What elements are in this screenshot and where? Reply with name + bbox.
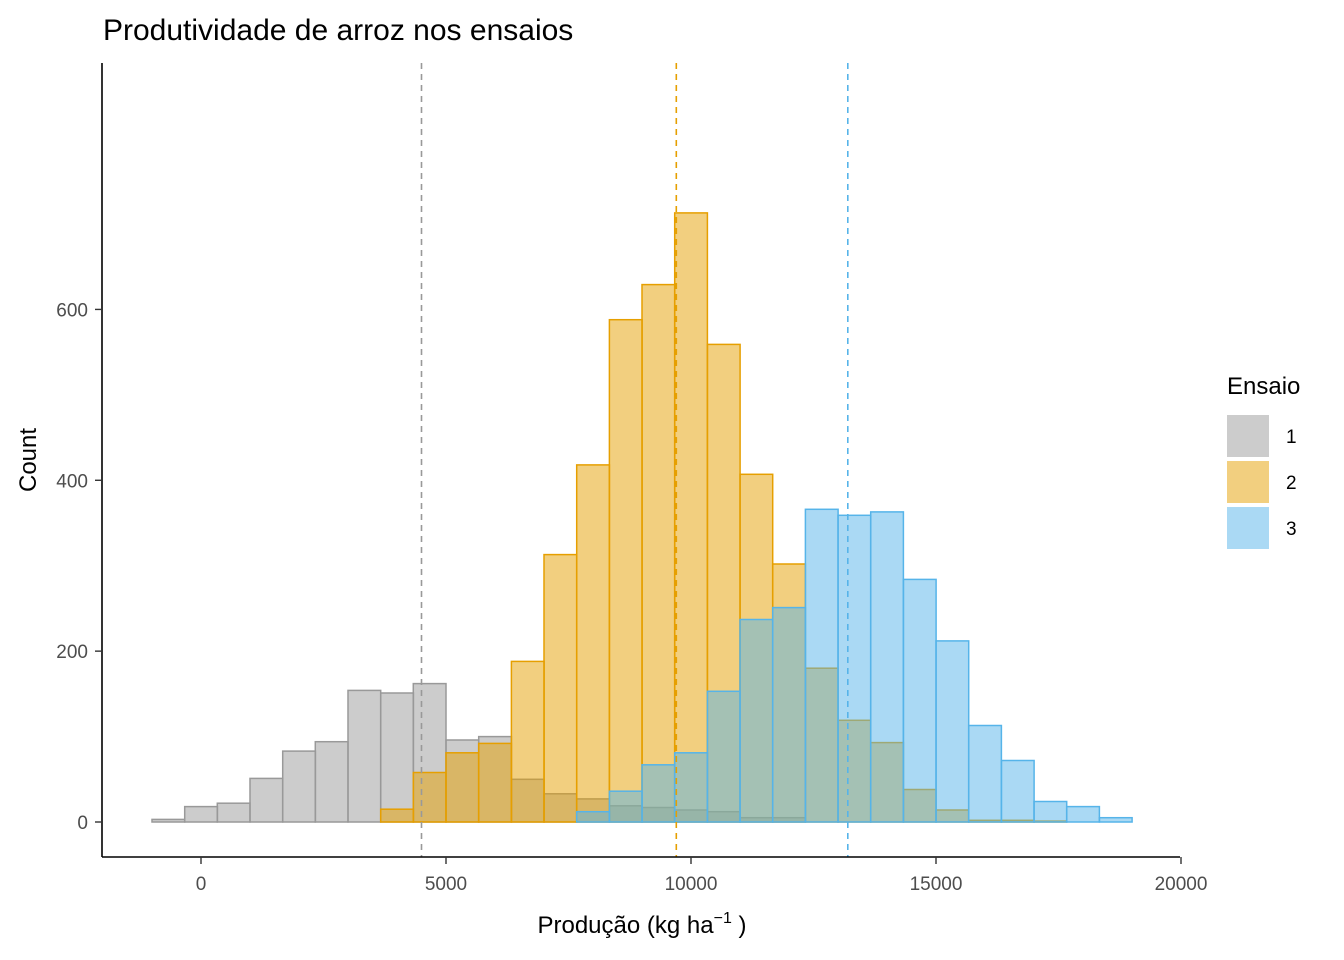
bar-series-3-bin-17 [706, 690, 741, 823]
x-axis-title-tail: ) [732, 912, 747, 939]
legend-swatch-2 [1227, 461, 1269, 503]
legend-swatch-1 [1227, 415, 1269, 457]
bar-series-3-bin-18 [739, 618, 774, 823]
y-tick-label: 400 [56, 471, 88, 492]
x-tick-label: 15000 [910, 874, 963, 895]
bar-series-3-bin-21 [837, 514, 872, 823]
y-axis-title: Count [15, 428, 42, 492]
bar-series-2-bin-16 [673, 212, 709, 823]
bar-series-3-bin-26 [1000, 759, 1035, 823]
x-axis-title: Produção (kg ha−1 ) [537, 910, 746, 939]
bar-series-3-bin-29 [1098, 816, 1133, 823]
y-tick-label: 600 [56, 300, 88, 321]
bar-series-3-bin-28 [1065, 805, 1101, 823]
y-ticks: 0 200 400 600 [56, 300, 102, 834]
series-3-bars [575, 508, 1133, 823]
bar-series-2-bin-12 [543, 553, 578, 823]
bar-series-2-bin-7 [379, 808, 415, 823]
bar-series-2-bin-15 [641, 283, 676, 823]
legend-title: Ensaio [1227, 373, 1300, 400]
bar-series-2-bin-9 [445, 752, 480, 823]
legend: Ensaio 1 2 3 [1227, 373, 1300, 549]
x-tick-label: 5000 [425, 874, 467, 895]
legend-label-1: 1 [1286, 427, 1297, 448]
bar-series-1-bin-6 [347, 689, 382, 823]
mean-lines-layer [420, 63, 849, 857]
bar-series-3-bin-14 [608, 790, 643, 823]
bar-series-3-bin-13 [575, 810, 611, 823]
y-tick-label: 200 [56, 642, 88, 663]
bar-series-1-bin-5 [314, 740, 349, 823]
bar-series-1-bin-1 [183, 805, 219, 823]
legend-label-3: 3 [1286, 519, 1297, 540]
x-ticks: 0 5000 10000 15000 20000 [196, 857, 1208, 895]
x-tick-label: 0 [196, 874, 207, 895]
x-tick-label: 20000 [1155, 874, 1208, 895]
bar-series-2-bin-14 [608, 318, 643, 823]
bar-series-3-bin-22 [869, 511, 905, 823]
bar-series-3-bin-27 [1033, 800, 1068, 823]
legend-swatch-3 [1227, 507, 1269, 549]
bar-series-1-bin-0 [151, 818, 186, 823]
chart-title: Produtividade de arroz nos ensaios [103, 14, 573, 47]
bar-series-1-bin-7 [379, 692, 415, 823]
x-axis-title-superscript: −1 [714, 910, 732, 927]
bar-series-1-bin-2 [216, 802, 251, 823]
bar-series-3-bin-15 [641, 764, 676, 823]
bar-series-3-bin-24 [935, 640, 970, 823]
bar-series-2-bin-10 [477, 742, 513, 823]
bar-series-3-bin-23 [902, 578, 937, 823]
bar-series-3-bin-19 [771, 606, 807, 823]
bar-series-1-bin-4 [281, 750, 317, 823]
y-tick-label: 0 [77, 813, 88, 834]
bar-series-2-bin-8 [412, 771, 447, 823]
bars-layer [151, 212, 1133, 823]
bar-series-2-bin-11 [510, 660, 545, 823]
bar-series-3-bin-20 [804, 508, 839, 823]
bar-series-3-bin-25 [967, 724, 1003, 823]
x-tick-label: 10000 [665, 874, 718, 895]
bar-series-1-bin-3 [249, 777, 284, 823]
bar-series-3-bin-16 [673, 752, 709, 823]
legend-label-2: 2 [1286, 473, 1297, 494]
bar-series-2-bin-13 [575, 464, 611, 823]
